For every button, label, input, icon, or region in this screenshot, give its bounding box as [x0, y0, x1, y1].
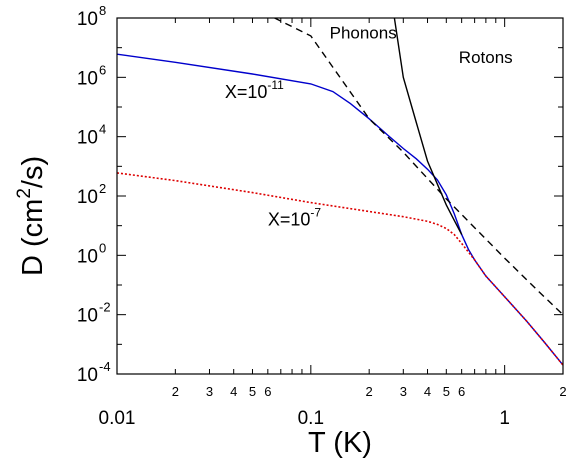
x-minor-tick-label: 3	[400, 384, 407, 399]
series-annotation-exp: -11	[267, 78, 284, 92]
y-axis-title: D (cm2/s)	[14, 156, 49, 276]
x-minor-tick-label: 6	[264, 384, 271, 399]
plot-layer	[117, 18, 563, 366]
series-line-2	[117, 172, 563, 366]
x-minor-tick-label: 4	[424, 384, 431, 399]
x-tick-label: 0.01	[99, 408, 136, 429]
series-annotation-exp: -7	[310, 206, 321, 220]
y-tick-label: 10	[77, 246, 98, 267]
y-tick-exponent: -4	[99, 359, 111, 374]
plot-frame	[116, 17, 564, 375]
x-minor-tick-label: 4	[230, 384, 237, 399]
annotation-label: Rotons	[459, 48, 513, 67]
y-tick-label: 10	[77, 128, 98, 149]
x-minor-tick-label: 6	[458, 384, 465, 399]
annotation-label: Phonons	[330, 24, 397, 43]
y-tick-exponent: -2	[99, 300, 111, 315]
y-tick-label: 10	[77, 68, 98, 89]
x-minor-tick-label: 2	[172, 384, 179, 399]
y-tick-label: 10	[77, 187, 98, 208]
y-tick-exponent: 8	[99, 3, 106, 18]
series-annotation: X=10-7	[268, 206, 322, 230]
y-tick-exponent: 4	[99, 122, 106, 137]
series-line-4	[393, 18, 463, 235]
y-tick-exponent: 0	[99, 240, 106, 255]
y-tick-exponent: 2	[99, 181, 106, 196]
series-annotation-base: X=10	[225, 82, 268, 102]
series-line-1	[117, 53, 563, 366]
x-minor-tick-label: 3	[206, 384, 213, 399]
x-tick-label: 0.1	[298, 408, 324, 429]
x-axis-title: T (K)	[308, 427, 372, 459]
y-tick-label: 10	[77, 306, 98, 327]
series-annotation-base: X=10	[268, 210, 311, 230]
x-minor-tick-label: 2	[366, 384, 373, 399]
x-minor-tick-label: 2	[559, 384, 566, 399]
y-axis-title-main: D (cm	[17, 199, 49, 276]
series-annotation: X=10-11	[225, 78, 284, 102]
series-line-3	[274, 18, 563, 316]
y-tick-label: 10	[77, 365, 98, 386]
x-minor-tick-label: 5	[249, 384, 256, 399]
y-axis-title-tail: /s)	[17, 156, 49, 188]
x-minor-tick-label: 5	[443, 384, 450, 399]
y-tick-exponent: 6	[99, 62, 106, 77]
text-layer: 0.01 0.1 12 3 4 5 6 2 3 4 5 6 210 -410 -210 010 210 410 61…	[14, 3, 567, 459]
x-tick-label: 1	[499, 408, 510, 429]
axes-layer	[116, 17, 564, 375]
y-axis-title-sup: 2	[14, 188, 35, 199]
y-tick-label: 10	[77, 9, 98, 30]
